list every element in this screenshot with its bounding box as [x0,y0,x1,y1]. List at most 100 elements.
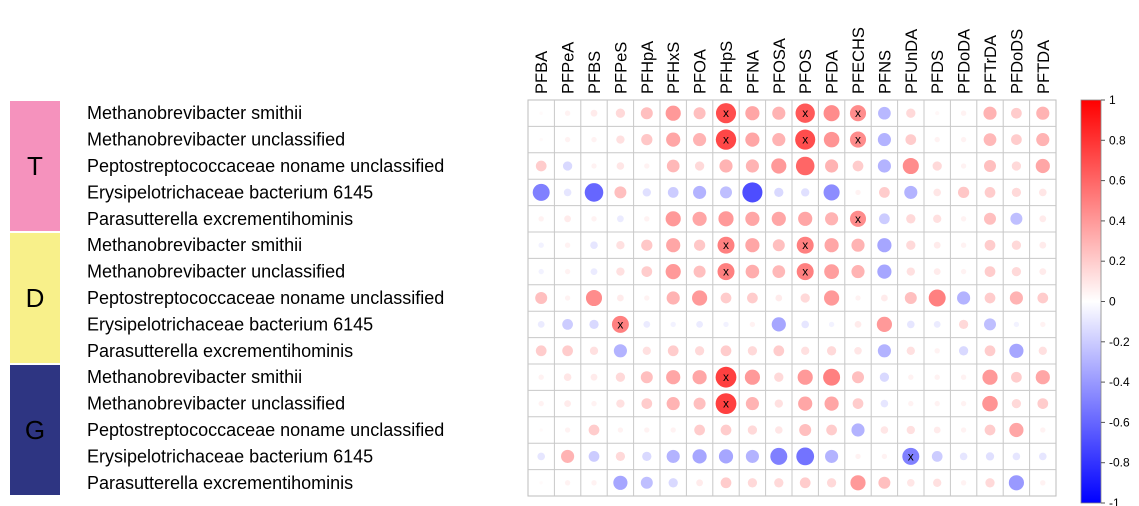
correlation-circle [823,105,840,122]
column-label: PFECHS [850,27,868,94]
correlation-circle [641,239,653,251]
correlation-circle [589,319,599,330]
correlation-circle [881,294,888,302]
correlation-circle [1036,106,1050,120]
correlation-circle [584,183,604,202]
correlation-circle [715,393,737,414]
correlation-circle [615,108,626,118]
correlation-circle [801,346,810,355]
column-label: PFBA [533,51,551,94]
correlation-circle [537,321,545,328]
correlation-circle [960,110,967,116]
correlation-circle [799,477,811,489]
correlation-circle [985,478,995,488]
correlation-circle [855,189,861,196]
correlation-circle [692,211,707,226]
correlation-circle [1040,480,1046,486]
correlation-circle [902,447,920,465]
correlation-circle [564,110,571,116]
colorbar-tick-label: 0.2 [1109,254,1126,268]
correlation-circle [616,267,625,276]
correlation-circle [1012,452,1021,461]
correlation-circle [801,188,810,197]
correlation-circle [692,370,707,385]
column-label: PFHpS [718,41,736,94]
correlation-circle [564,215,571,223]
correlation-circle [1011,134,1022,145]
column-label: PFDoDA [956,29,974,94]
correlation-circle [958,319,969,330]
correlation-circle [877,264,892,279]
correlation-circle [906,267,915,276]
correlation-circle [824,264,839,279]
colorbar-tick-label: -1 [1109,496,1120,506]
correlation-circle [984,318,996,331]
correlation-circle [933,268,941,275]
correlation-circle [934,374,940,380]
correlation-circle [984,160,996,172]
correlation-circle [617,215,624,223]
correlation-circle [957,186,970,199]
correlation-circle [931,451,943,462]
group-bar-d [10,233,60,363]
correlation-circle [984,292,996,304]
correlation-circle [773,345,785,357]
correlation-circle [643,321,651,328]
correlation-circle [855,295,861,301]
correlation-circle [960,216,967,222]
correlation-circle [774,187,784,198]
correlation-circle [590,268,598,275]
correlation-circle [1011,398,1022,409]
correlation-circle [850,475,866,491]
significance-marker: x [723,265,729,279]
correlation-circle [644,295,650,301]
correlation-circle [795,103,815,123]
column-label: PFDoDS [1008,29,1026,94]
correlation-circle [849,131,867,148]
correlation-circle [982,369,998,385]
correlation-circle [665,105,681,121]
correlation-circle [933,241,941,249]
correlation-circle [800,293,810,303]
correlation-circle [877,238,892,253]
correlation-circle [616,399,625,408]
correlation-circle [795,156,815,176]
correlation-circle [878,106,891,120]
correlation-circle [798,396,813,411]
correlation-circle [772,133,786,147]
significance-marker: x [723,370,729,384]
correlation-circle [616,162,625,170]
correlation-circle [665,264,681,280]
correlation-circle [1037,398,1049,409]
correlation-circle [801,320,809,329]
correlation-circle [1039,452,1047,461]
correlation-circle [906,214,916,224]
correlation-circle [826,478,837,488]
correlation-circle [564,136,571,143]
correlation-circle [723,321,729,328]
correlation-circle [563,373,572,381]
correlation-circle [666,291,680,305]
significance-marker: x [723,106,729,120]
correlation-circle [747,478,758,488]
column-label: PFDA [824,50,842,94]
correlation-circle [564,427,571,433]
correlation-circle [935,111,940,116]
correlation-circle [615,451,626,462]
correlation-circle [825,159,839,173]
correlation-circle [745,132,760,147]
correlation-circle [906,425,915,435]
correlation-circle [826,346,837,356]
correlation-circle [908,400,914,407]
correlation-circle [852,398,864,409]
significance-marker: x [617,317,623,331]
correlation-circle [960,163,967,169]
colorbar-tick-label: 0.8 [1109,133,1126,147]
correlation-circle [1040,427,1046,433]
correlation-circle [877,344,891,358]
row-label: Methanobrevibacter unclassified [87,130,345,150]
correlation-circle [667,345,679,357]
correlation-circle [1013,321,1020,328]
correlation-circle [852,160,864,172]
correlation-circle [906,240,916,250]
